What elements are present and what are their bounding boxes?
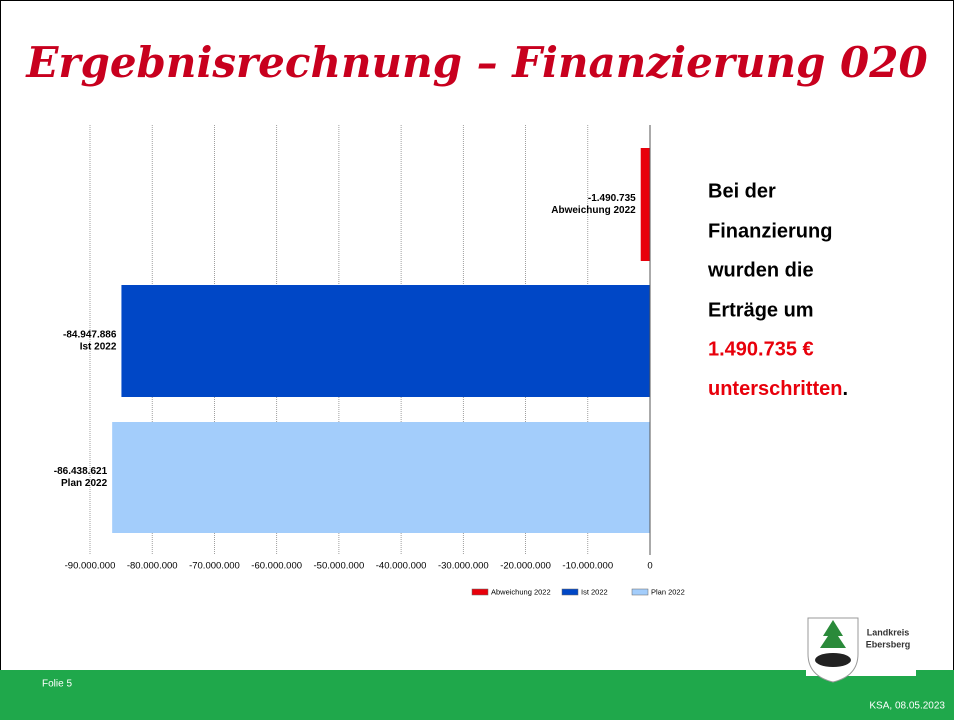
text-verb: unterschritten (708, 378, 842, 400)
legend-swatch (561, 588, 579, 596)
x-tick-label: -40.000.000 (376, 561, 427, 572)
x-tick-label: -10.000.000 (562, 561, 613, 572)
x-tick-label: -80.000.000 (127, 561, 178, 572)
text-line: Bei der (708, 180, 776, 202)
legend-swatch (471, 588, 489, 596)
x-tick-label: -50.000.000 (314, 561, 365, 572)
value-label: -86.438.621 (54, 466, 108, 477)
bar (640, 148, 650, 261)
x-tick-label: -90.000.000 (65, 561, 116, 572)
legend-label: Ist 2022 (581, 587, 608, 596)
text-line: Erträge um (708, 299, 814, 321)
x-tick-label: 0 (647, 561, 652, 572)
bar (121, 285, 651, 397)
value-label: -1.490.735 (588, 193, 636, 204)
footer-left: Folie 5 (42, 679, 72, 690)
legend-label: Plan 2022 (651, 587, 685, 596)
text-end: . (842, 378, 848, 400)
x-tick-label: -60.000.000 (251, 561, 302, 572)
category-label: Plan 2022 (61, 478, 108, 489)
footer-bar (0, 670, 954, 720)
logo-boar (815, 653, 851, 667)
x-tick-label: -70.000.000 (189, 561, 240, 572)
x-tick-label: -20.000.000 (500, 561, 551, 572)
footer-right: KSA, 08.05.2023 (869, 701, 945, 712)
legend-swatch (631, 588, 649, 596)
text-line: wurden die (707, 259, 814, 281)
text-line: Finanzierung (708, 220, 832, 242)
logo-text: Landkreis (867, 627, 910, 637)
side-text: Bei der Finanzierung wurden die Erträge … (707, 180, 848, 400)
logo-text: Ebersberg (866, 639, 911, 649)
category-label: Abweichung 2022 (551, 205, 636, 216)
bar (112, 422, 651, 533)
logo-shield (807, 617, 859, 683)
text-line: unterschritten. (708, 378, 848, 400)
logo-tree (820, 620, 846, 648)
text-amount: 1.490.735 € (708, 338, 814, 360)
category-label: Ist 2022 (80, 342, 117, 353)
logo: Landkreis Ebersberg (806, 612, 916, 683)
value-label: -84.947.886 (63, 330, 117, 341)
x-tick-label: -30.000.000 (438, 561, 489, 572)
slide-title: Ergebnisrechnung – Finanzierung 020 (25, 38, 927, 87)
legend-label: Abweichung 2022 (491, 587, 551, 596)
